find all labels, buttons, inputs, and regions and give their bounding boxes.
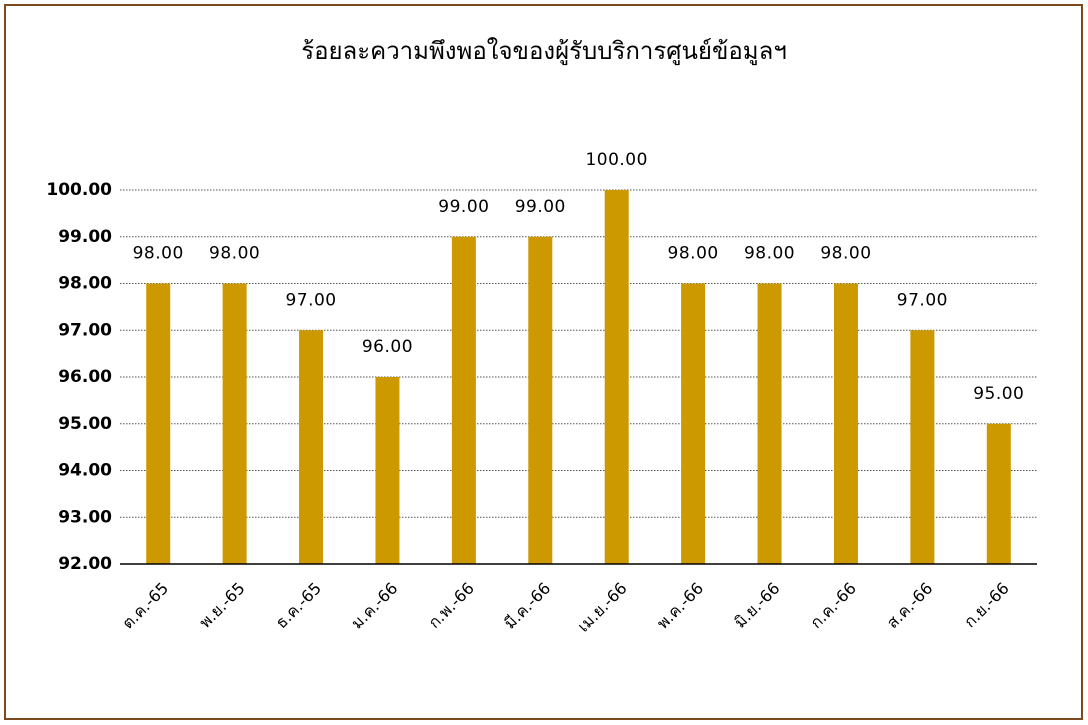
bar [528,236,553,564]
value-label: 98.00 [668,244,719,264]
chart-title: ร้อยละความพึงพอใจของผู้รับบริการศูนย์ข้อ… [301,37,787,66]
value-label: 99.00 [438,197,489,217]
y-tick-label: 98.00 [58,274,112,294]
value-label: 96.00 [362,337,413,357]
y-tick-label: 92.00 [58,554,112,574]
value-label: 98.00 [820,244,871,264]
value-label: 98.00 [133,244,184,264]
bar [146,283,171,564]
y-tick-label: 99.00 [58,227,112,247]
value-label: 95.00 [973,384,1024,404]
bar [222,283,247,564]
value-label: 97.00 [897,290,948,310]
value-label: 97.00 [285,290,336,310]
value-label: 99.00 [515,197,566,217]
y-tick-label: 94.00 [58,461,112,481]
bar [604,190,629,564]
bar [375,377,400,564]
bar [681,283,706,564]
value-label: 98.00 [209,244,260,264]
value-label: 98.00 [744,244,795,264]
bar [910,330,935,564]
y-tick-label: 93.00 [58,507,112,527]
bar [986,423,1011,564]
bar [451,236,476,564]
y-tick-label: 97.00 [58,320,112,340]
value-label: 100.00 [585,150,647,170]
bar [833,283,858,564]
y-tick-label: 95.00 [58,414,112,434]
bar [299,330,324,564]
y-tick-label: 96.00 [58,367,112,387]
bar [757,283,782,564]
y-tick-label: 100.00 [46,180,112,200]
